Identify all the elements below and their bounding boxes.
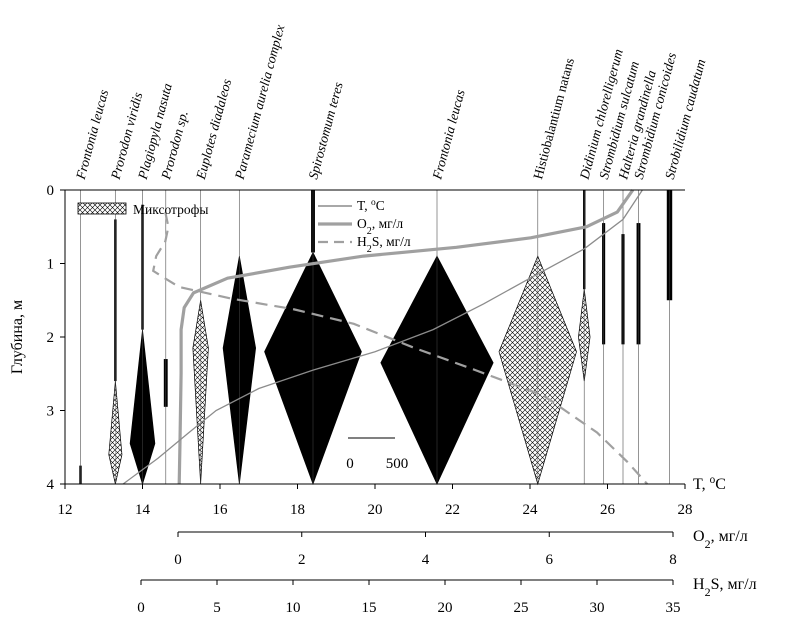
abundance-scale-bar: 0 500	[346, 437, 409, 472]
t-profile-line	[122, 189, 643, 485]
t-tick-label: 20	[368, 502, 383, 518]
y-tick-label: 1	[47, 257, 55, 273]
profile-lines	[122, 189, 649, 485]
legend: Миксотрофы T, oC O2, мг/л H2S, мг/л	[77, 198, 411, 255]
h2s-tick-label: 10	[286, 600, 301, 616]
species-label: Frontonia leucas	[73, 88, 112, 182]
y-tick-label: 0	[47, 183, 55, 199]
scale-bar-start-label: 0	[346, 456, 354, 472]
species-label: Frontonia leucas	[429, 88, 468, 182]
species-label: Histiobalantium natans	[530, 56, 577, 180]
o2-tick-label: 4	[422, 552, 430, 568]
legend-t-label: T, oC	[357, 198, 385, 213]
h2s-tick-label: 0	[137, 600, 145, 616]
t-tick-label: 28	[678, 502, 693, 518]
o2-tick-label: 0	[174, 552, 182, 568]
t-tick-label: 12	[58, 502, 73, 518]
y-tick-label: 2	[47, 330, 55, 346]
species-label: Paramecium aurelia complex	[232, 23, 288, 182]
h2s-tick-label: 30	[590, 600, 605, 616]
species-label: Euplotes diadaleos	[193, 77, 234, 181]
h2s-tick-label: 5	[213, 600, 221, 616]
species-label: Spirostomum teres	[305, 80, 345, 180]
legend-mixotroph-swatch	[77, 202, 127, 215]
t-tick-label: 22	[445, 502, 460, 518]
t-tick-label: 14	[135, 502, 151, 518]
t-tick-label: 16	[213, 502, 229, 518]
h2s-profile-line	[151, 211, 649, 485]
o2-axis-title: O2, мг/л	[693, 528, 748, 551]
h2s-axis-title: H2S, мг/л	[693, 576, 757, 599]
o2-profile-line	[177, 189, 635, 485]
o2-tick-label: 6	[546, 552, 554, 568]
t-tick-label: 24	[523, 502, 539, 518]
o2-tick-label: 2	[298, 552, 306, 568]
t-tick-label: 26	[600, 502, 616, 518]
scale-bar-end-label: 500	[386, 456, 409, 472]
y-axis-title: Глубина, м	[9, 300, 26, 374]
h2s-tick-label: 35	[666, 600, 681, 616]
h2s-tick-label: 25	[514, 600, 529, 616]
t-tick-label: 18	[290, 502, 305, 518]
o2-tick-label: 8	[669, 552, 677, 568]
h2s-tick-label: 15	[362, 600, 377, 616]
h2s-tick-label: 20	[438, 600, 453, 616]
y-tick-label: 3	[47, 404, 55, 420]
t-axis-title: T, oC	[693, 474, 726, 493]
legend-mixotroph-label: Миксотрофы	[133, 202, 208, 217]
y-tick-label: 4	[47, 477, 55, 493]
